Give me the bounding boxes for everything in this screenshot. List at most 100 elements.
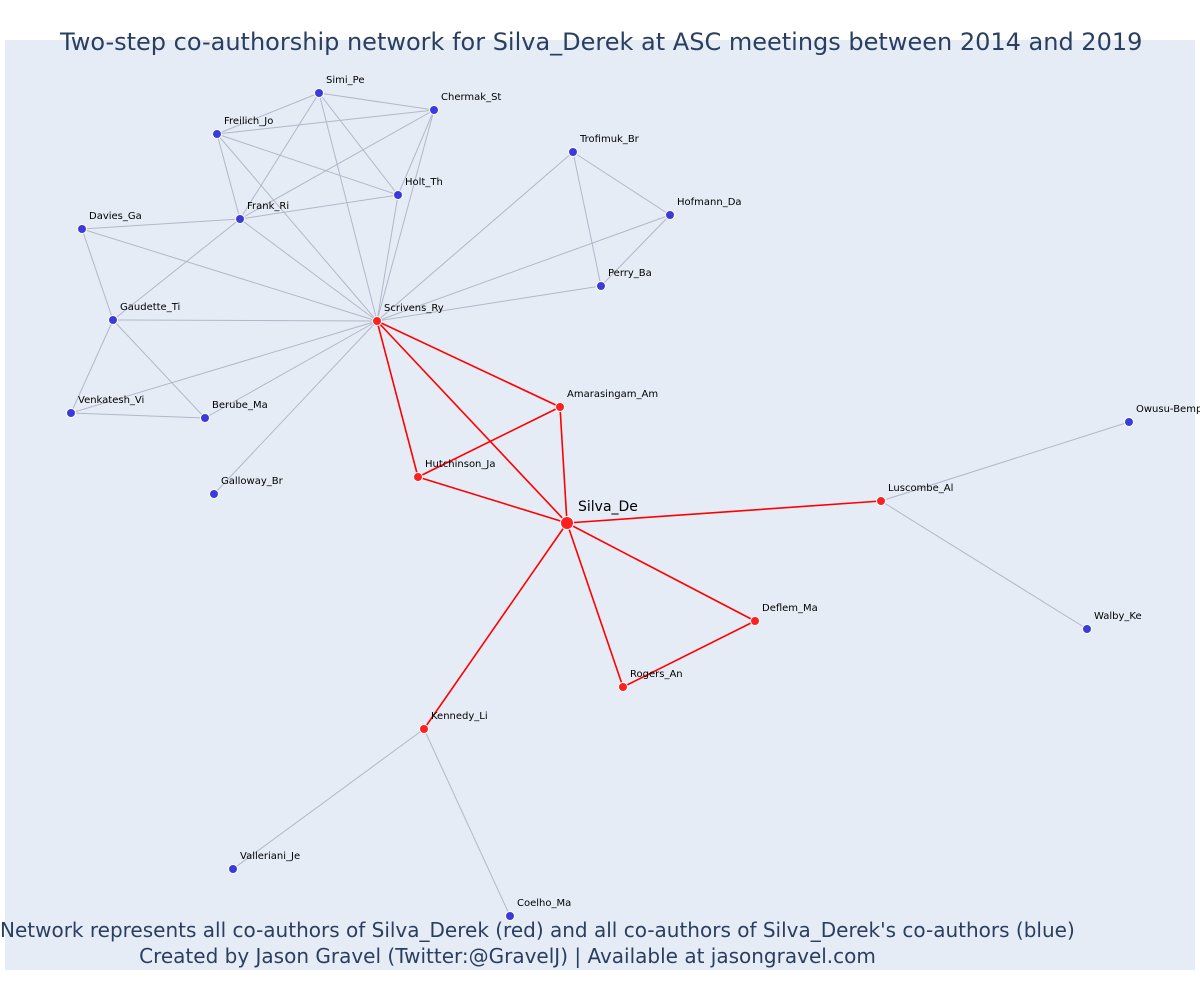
edge-Kennedy_Li-Coelho_Ma [423, 728, 511, 917]
edge-Scrivens_Ry-Frank_Ri [239, 218, 378, 322]
edge-Scrivens_Ry-Berube_Ma [204, 320, 378, 419]
edge-Scrivens_Ry-Chermak_St [376, 109, 435, 322]
edge-Trofimuk_Br-Perry_Ba [572, 151, 602, 287]
node-label-Walby_Ke: Walby_Ke [1094, 611, 1142, 622]
node-label-Galloway_Br: Galloway_Br [221, 476, 284, 487]
node-label-Venkatesh_Vi: Venkatesh_Vi [78, 395, 144, 406]
node-label-Simi_Pe: Simi_Pe [326, 75, 364, 86]
caption-credit-line: Created by Jason Gravel (Twitter:@Gravel… [139, 944, 876, 968]
node-Scrivens_Ry[interactable] [372, 316, 382, 326]
node-label-Kennedy_Li: Kennedy_Li [431, 711, 488, 722]
edge-Scrivens_Ry-Galloway_Br [213, 320, 378, 495]
edge-Silva_De-Amarasingam_Am [559, 406, 568, 524]
edge-Freilich_Jo-Frank_Ri [216, 133, 241, 220]
node-label-Scrivens_Ry: Scrivens_Ry [384, 303, 444, 314]
edge-Scrivens_Ry-Trofimuk_Br [376, 151, 574, 322]
node-label-Chermak_St: Chermak_St [441, 92, 501, 103]
node-Valleriani_Je[interactable] [228, 864, 238, 874]
edge-Luscombe_Al-Walby_Ke [880, 500, 1088, 630]
node-label-Holt_Th: Holt_Th [405, 177, 443, 188]
node-label-Trofimuk_Br: Trofimuk_Br [579, 134, 640, 145]
node-Frank_Ri[interactable] [235, 214, 245, 224]
node-label-Valleriani_Je: Valleriani_Je [240, 851, 300, 862]
node-Deflem_Ma[interactable] [750, 616, 760, 626]
node-Hofmann_Da[interactable] [665, 210, 675, 220]
edge-Luscombe_Al-Owusu-Bempah [880, 421, 1130, 502]
edge-Scrivens_Ry-Freilich_Jo [216, 133, 378, 322]
plot-area [5, 40, 1195, 970]
edge-Simi_Pe-Frank_Ri [239, 92, 320, 220]
node-label-Rogers_An: Rogers_An [630, 669, 683, 680]
edge-Silva_De-Kennedy_Li [423, 522, 568, 730]
edge-Silva_De-Deflem_Ma [566, 522, 756, 622]
edge-Deflem_Ma-Rogers_An [622, 620, 756, 688]
edge-Scrivens_Ry-Davies_Ga [81, 228, 378, 322]
edge-Hofmann_Da-Perry_Ba [600, 214, 671, 287]
node-Coelho_Ma[interactable] [505, 911, 515, 921]
edge-Gaudette_Ti-Venkatesh_Vi [70, 319, 114, 414]
node-Freilich_Jo[interactable] [212, 129, 222, 139]
node-Hutchinson_Ja[interactable] [413, 472, 423, 482]
node-Trofimuk_Br[interactable] [568, 147, 578, 157]
edge-Simi_Pe-Holt_Th [318, 92, 399, 196]
node-label-Hofmann_Da: Hofmann_Da [677, 197, 742, 208]
edge-Chermak_St-Frank_Ri [239, 109, 435, 220]
chart-title: Two-step co-authorship network for Silva… [60, 28, 1143, 56]
edge-Silva_De-Scrivens_Ry [376, 320, 568, 524]
edge-Scrivens_Ry-Simi_Pe [318, 92, 378, 322]
node-label-Owusu-Bempah: Owusu-Bemp [1136, 404, 1200, 415]
edge-Frank_Ri-Davies_Ga [81, 218, 241, 230]
node-Venkatesh_Vi[interactable] [66, 408, 76, 418]
node-label-Davies_Ga: Davies_Ga [89, 211, 142, 222]
edge-Silva_De-Rogers_An [566, 522, 624, 688]
edge-Frank_Ri-Gaudette_Ti [112, 218, 241, 321]
node-Galloway_Br[interactable] [209, 489, 219, 499]
edge-Simi_Pe-Chermak_St [318, 92, 435, 111]
node-Simi_Pe[interactable] [314, 88, 324, 98]
node-Berube_Ma[interactable] [200, 413, 210, 423]
edge-Silva_De-Hutchinson_Ja [417, 476, 568, 524]
node-Kennedy_Li[interactable] [419, 724, 429, 734]
node-Rogers_An[interactable] [618, 682, 628, 692]
edge-Davies_Ga-Gaudette_Ti [81, 228, 114, 321]
nodes-layer [66, 88, 1134, 921]
edge-Hutchinson_Ja-Amarasingam_Am [417, 406, 561, 478]
edge-Chermak_St-Holt_Th [397, 109, 435, 196]
edge-Scrivens_Ry-Gaudette_Ti [112, 319, 378, 322]
edge-Scrivens_Ry-Venkatesh_Vi [70, 320, 378, 414]
node-Walby_Ke[interactable] [1082, 624, 1092, 634]
node-label-Gaudette_Ti: Gaudette_Ti [120, 302, 180, 313]
labels-layer: Silva_De Scrivens_Ry Amarasingam_Am Hutchin… [78, 75, 1200, 909]
node-Amarasingam_Am[interactable] [555, 402, 565, 412]
node-label-Silva_De: Silva_De [578, 499, 638, 515]
node-Holt_Th[interactable] [393, 190, 403, 200]
edge-Holt_Th-Frank_Ri [239, 194, 399, 220]
node-Owusu-Bempah[interactable] [1124, 417, 1134, 427]
edge-Scrivens_Ry-Amarasingam_Am [376, 320, 561, 408]
edge-Venkatesh_Vi-Berube_Ma [70, 412, 206, 419]
node-label-Hutchinson_Ja: Hutchinson_Ja [425, 459, 495, 470]
edge-Silva_De-Luscombe_Al [566, 500, 882, 524]
node-label-Berube_Ma: Berube_Ma [212, 400, 268, 411]
edge-Gaudette_Ti-Berube_Ma [112, 319, 206, 419]
edge-Scrivens_Ry-Hofmann_Da [376, 214, 671, 322]
node-Perry_Ba[interactable] [596, 281, 606, 291]
edge-Freilich_Jo-Holt_Th [216, 133, 399, 196]
edge-Scrivens_Ry-Hutchinson_Ja [376, 320, 419, 478]
edge-Scrivens_Ry-Perry_Ba [376, 285, 602, 322]
node-Davies_Ga[interactable] [77, 224, 87, 234]
edges-layer [70, 92, 1130, 917]
edge-Simi_Pe-Freilich_Jo [216, 92, 320, 135]
node-Luscombe_Al[interactable] [876, 496, 886, 506]
node-label-Amarasingam_Am: Amarasingam_Am [567, 389, 658, 400]
node-label-Deflem_Ma: Deflem_Ma [762, 603, 818, 614]
node-Gaudette_Ti[interactable] [108, 315, 118, 325]
node-label-Coelho_Ma: Coelho_Ma [517, 898, 571, 909]
node-Chermak_St[interactable] [429, 105, 439, 115]
node-Silva_De[interactable] [560, 516, 574, 530]
node-label-Perry_Ba: Perry_Ba [608, 268, 652, 279]
edge-Scrivens_Ry-Holt_Th [376, 194, 399, 322]
caption-legend-line: Network represents all co-authors of Sil… [0, 918, 1075, 942]
